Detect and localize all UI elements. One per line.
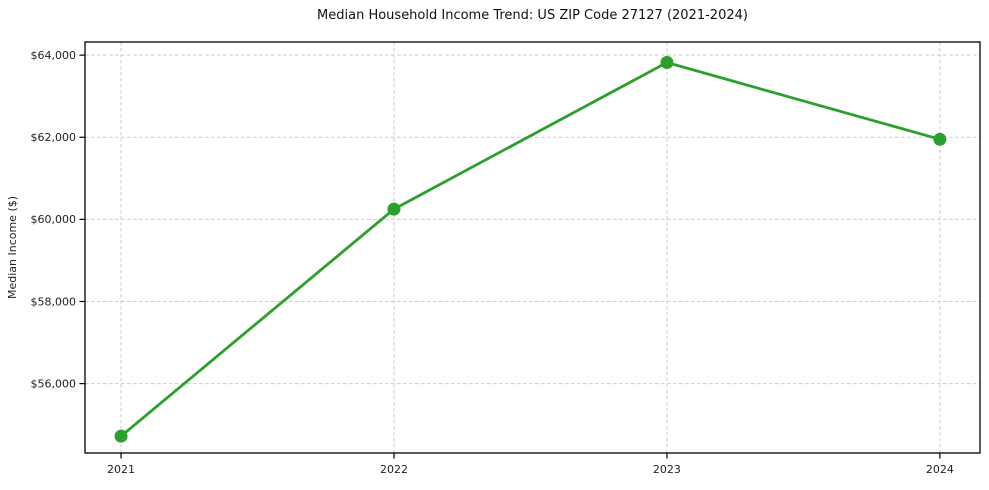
y-tick-label: $62,000 xyxy=(31,131,77,144)
data-point-2023 xyxy=(660,56,674,70)
y-tick-label: $58,000 xyxy=(31,295,77,308)
data-point-2021 xyxy=(114,429,128,443)
x-tick-label: 2024 xyxy=(926,463,954,476)
trend-line xyxy=(119,61,942,438)
data-point-2022 xyxy=(387,202,401,216)
x-tick-label: 2022 xyxy=(380,463,408,476)
y-tick-label: $64,000 xyxy=(31,49,77,62)
data-point-2024 xyxy=(933,132,947,146)
y-tick-label: $56,000 xyxy=(31,377,77,390)
chart-title: Median Household Income Trend: US ZIP Co… xyxy=(317,8,748,23)
x-tick-label: 2021 xyxy=(107,463,135,476)
y-axis-label: Median Income ($) xyxy=(6,196,19,299)
y-tick-label: $60,000 xyxy=(31,213,77,226)
x-tick-label: 2023 xyxy=(653,463,681,476)
plot-border xyxy=(84,41,981,454)
